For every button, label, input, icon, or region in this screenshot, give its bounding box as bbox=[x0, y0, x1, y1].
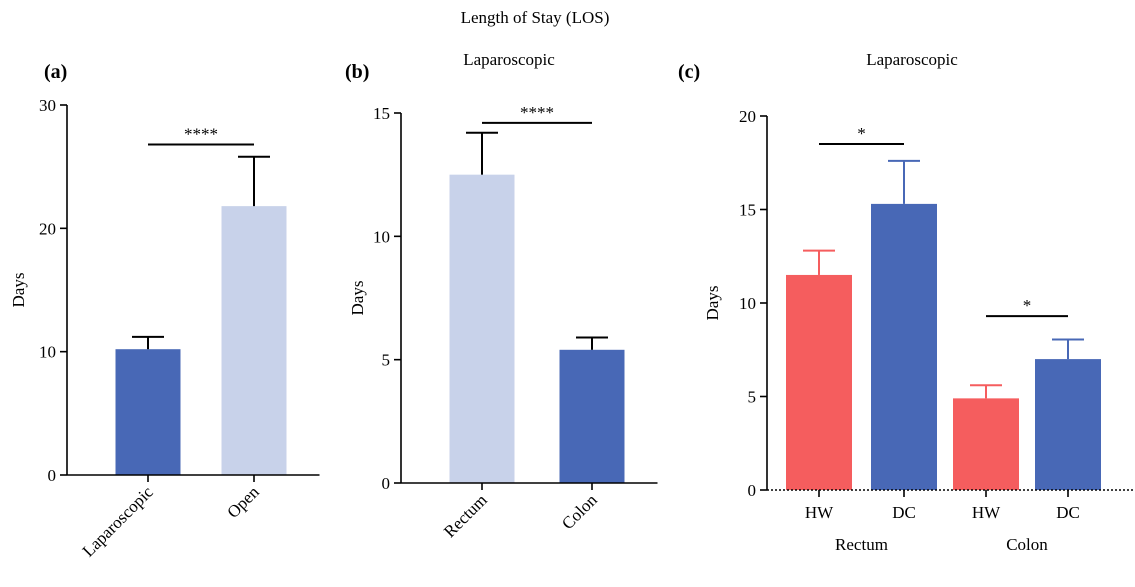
x-tick-label: DC bbox=[892, 503, 916, 522]
y-tick-label: 5 bbox=[748, 388, 757, 407]
bar bbox=[559, 349, 625, 483]
panel-b: (b) Laparoscopic 0 5 10 15 Days Rectum Colon **… bbox=[345, 50, 658, 541]
y-tick-label: 10 bbox=[39, 343, 56, 362]
bar bbox=[221, 206, 287, 475]
y-tick-label: 15 bbox=[373, 104, 390, 123]
y-tick-label: 15 bbox=[739, 201, 756, 220]
x-tick-label: Open bbox=[223, 482, 263, 522]
bar bbox=[449, 174, 515, 483]
y-axis-label: Days bbox=[703, 286, 722, 321]
y-tick-label: 0 bbox=[48, 466, 57, 485]
y-axis-label: Days bbox=[348, 281, 367, 316]
y-tick-label: 0 bbox=[748, 481, 757, 500]
x-tick-label: HW bbox=[805, 503, 834, 522]
bar bbox=[786, 274, 852, 490]
panel-subtitle: Laparoscopic bbox=[866, 50, 958, 69]
bar bbox=[1035, 359, 1101, 490]
y-tick-label: 20 bbox=[39, 219, 56, 238]
panel-label: (a) bbox=[44, 61, 67, 83]
x-tick-label: Rectum bbox=[440, 490, 491, 541]
significance-marker: * bbox=[1023, 296, 1032, 315]
figure-title: Length of Stay (LOS) bbox=[461, 8, 610, 27]
y-tick-label: 20 bbox=[739, 107, 756, 126]
y-tick-label: 0 bbox=[382, 474, 391, 493]
bar bbox=[953, 398, 1019, 490]
x-tick-label: Colon bbox=[558, 490, 601, 533]
group-label: Colon bbox=[1006, 535, 1048, 554]
bar bbox=[871, 203, 937, 490]
significance-marker: **** bbox=[184, 124, 218, 143]
group-label: Rectum bbox=[835, 535, 888, 554]
y-tick-label: 10 bbox=[739, 294, 756, 313]
significance-marker: * bbox=[857, 124, 866, 143]
significance-marker: **** bbox=[520, 103, 554, 122]
x-tick-label: Laparoscopic bbox=[79, 482, 158, 561]
y-tick-label: 30 bbox=[39, 96, 56, 115]
x-tick-label: DC bbox=[1056, 503, 1080, 522]
y-tick-label: 10 bbox=[373, 227, 390, 246]
x-tick-label: HW bbox=[972, 503, 1001, 522]
panel-subtitle: Laparoscopic bbox=[463, 50, 555, 69]
bar bbox=[115, 349, 181, 475]
panel-a: (a) 0 10 20 30 Days Laparoscopic Open **** bbox=[9, 61, 320, 561]
panel-label: (b) bbox=[345, 61, 369, 83]
y-axis-label: Days bbox=[9, 273, 28, 308]
panel-label: (c) bbox=[678, 61, 700, 83]
y-tick-label: 5 bbox=[382, 351, 391, 370]
